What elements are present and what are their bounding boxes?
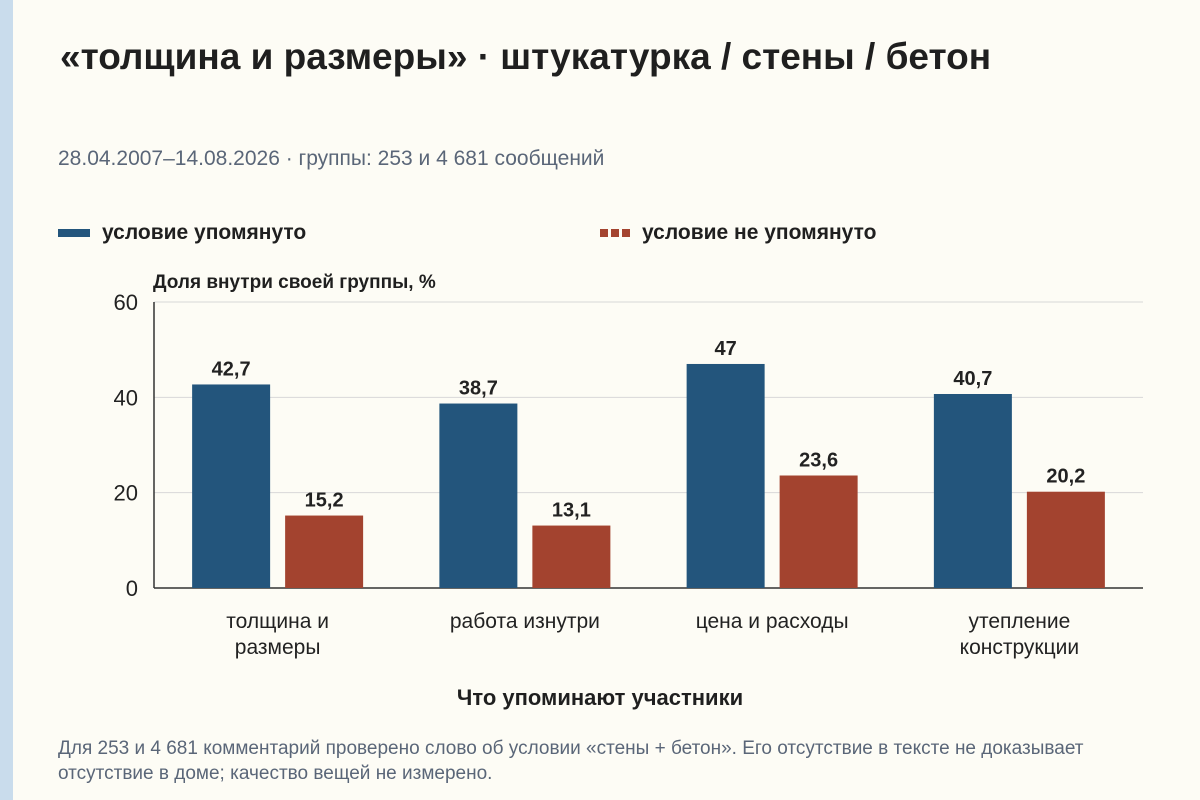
y-tick-label: 20 [114,481,138,506]
bar-value-label: 13,1 [552,500,591,522]
bar-value-label: 40,7 [953,368,992,390]
legend-label-mentioned: условие упомянуто [102,221,307,244]
bar-value-label: 20,2 [1046,466,1085,488]
bar-value-label: 42,7 [212,358,251,380]
legend-label-not-mentioned: условие не упомянуто [642,221,877,244]
legend-swatch-solid [58,229,90,237]
chart-subtitle: 28.04.2007–14.08.2026 · группы: 253 и 4 … [58,147,605,170]
bar-value-label: 23,6 [799,450,838,472]
y-tick-label: 40 [114,385,138,410]
x-tick-label: утепление [968,610,1070,633]
bar [192,384,271,588]
chart-title: «толщина и размеры» · штукатурка / стены… [60,36,992,77]
left-accent-strip [0,0,13,800]
x-tick-label: толщина и [226,610,329,633]
x-tick-label: работа изнутри [450,610,600,633]
y-axis-label: Доля внутри своей группы, % [153,272,436,293]
y-tick-label: 60 [114,290,138,315]
x-tick-label: конструкции [960,636,1079,659]
bar [439,403,518,588]
bar [1026,491,1105,588]
x-tick-label: размеры [235,636,321,659]
legend-swatch-dashed [600,229,630,237]
legend-item-mentioned: условие упомянуто [58,219,306,247]
x-axis-label: Что упоминают участники [456,685,744,710]
bar-value-label: 15,2 [305,490,344,512]
x-tick-label: цена и расходы [696,610,849,633]
bar [686,363,765,588]
bar-value-label: 47 [715,338,737,360]
bar-value-label: 38,7 [459,378,498,400]
bar [779,475,858,588]
bar [933,393,1012,588]
footnote: Для 253 и 4 681 комментарий проверено сл… [58,738,1084,784]
y-tick-label: 0 [126,576,138,601]
legend-item-not-mentioned: условие не упомянуто [600,219,876,247]
bar [285,515,364,588]
bar [532,525,611,588]
